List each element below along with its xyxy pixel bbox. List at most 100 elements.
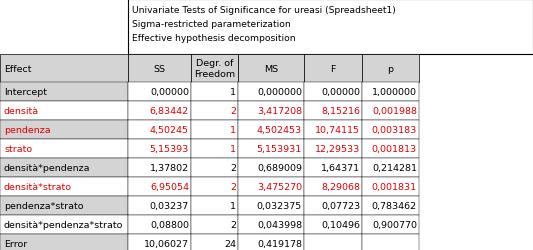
Bar (362, 83, 419, 102)
Text: 0,001831: 0,001831 (372, 182, 417, 191)
Bar (362, 196, 419, 215)
Bar (362, 158, 419, 177)
Text: 0,043998: 0,043998 (257, 220, 302, 229)
Bar (0, 102, 128, 120)
Text: 6,83442: 6,83442 (150, 106, 189, 116)
Bar (362, 177, 419, 196)
Bar (362, 55, 419, 83)
Text: 1: 1 (230, 88, 236, 96)
Bar (191, 55, 238, 83)
Text: 0,689009: 0,689009 (257, 163, 302, 172)
Bar (362, 102, 419, 120)
Bar (304, 120, 362, 140)
Text: 10,74115: 10,74115 (315, 126, 360, 134)
Text: 5,15393: 5,15393 (150, 144, 189, 154)
Text: 0,000000: 0,000000 (257, 88, 302, 96)
Bar (128, 55, 191, 83)
Text: 0,00000: 0,00000 (150, 88, 189, 96)
Bar (128, 120, 191, 140)
Bar (238, 177, 304, 196)
Bar (362, 215, 419, 234)
Bar (0, 215, 128, 234)
Text: 8,15216: 8,15216 (321, 106, 360, 116)
Bar (128, 83, 191, 102)
Bar (304, 215, 362, 234)
Bar (191, 120, 238, 140)
Text: 0,00000: 0,00000 (321, 88, 360, 96)
Bar (191, 177, 238, 196)
Bar (191, 158, 238, 177)
Text: Effect: Effect (4, 64, 31, 73)
Text: 2: 2 (230, 182, 236, 191)
Bar (0, 55, 128, 83)
Bar (128, 234, 191, 250)
Bar (238, 196, 304, 215)
Text: SS: SS (154, 64, 166, 73)
Text: 3,417208: 3,417208 (257, 106, 302, 116)
Bar (128, 215, 191, 234)
Bar (238, 55, 304, 83)
Text: densità*strato: densità*strato (4, 182, 72, 191)
Bar (304, 102, 362, 120)
Bar (238, 215, 304, 234)
Text: 4,50245: 4,50245 (150, 126, 189, 134)
Text: densità*pendenza: densità*pendenza (4, 163, 91, 172)
Text: Effective hypothesis decomposition: Effective hypothesis decomposition (132, 34, 296, 43)
Bar (0, 196, 128, 215)
Bar (128, 140, 191, 158)
Text: densità: densità (4, 106, 39, 116)
Text: 0,07723: 0,07723 (321, 201, 360, 210)
Bar (191, 102, 238, 120)
Text: 2: 2 (230, 163, 236, 172)
Bar (191, 196, 238, 215)
Text: 0,003183: 0,003183 (372, 126, 417, 134)
Bar (362, 140, 419, 158)
Text: 24: 24 (224, 239, 236, 248)
Text: 0,10496: 0,10496 (321, 220, 360, 229)
Bar (304, 234, 362, 250)
Bar (128, 158, 191, 177)
Bar (362, 120, 419, 140)
Text: 0,08800: 0,08800 (150, 220, 189, 229)
Text: 5,153931: 5,153931 (257, 144, 302, 154)
Text: 3,475270: 3,475270 (257, 182, 302, 191)
Text: Intercept: Intercept (4, 88, 47, 96)
Bar (128, 0, 533, 55)
Text: p: p (387, 64, 393, 73)
Text: 2: 2 (230, 220, 236, 229)
Text: densità*pendenza*strato: densità*pendenza*strato (4, 220, 123, 229)
Bar (128, 177, 191, 196)
Text: 2: 2 (230, 106, 236, 116)
Text: 1: 1 (230, 126, 236, 134)
Text: Degr. of
Freedom: Degr. of Freedom (194, 59, 235, 78)
Bar (128, 196, 191, 215)
Bar (191, 215, 238, 234)
Text: 1: 1 (230, 144, 236, 154)
Bar (0, 158, 128, 177)
Text: F: F (330, 64, 336, 73)
Bar (238, 140, 304, 158)
Bar (128, 102, 191, 120)
Text: 0,03237: 0,03237 (150, 201, 189, 210)
Text: Sigma-restricted parameterization: Sigma-restricted parameterization (132, 20, 290, 29)
Bar (0, 177, 128, 196)
Text: 1: 1 (230, 201, 236, 210)
Text: 6,95054: 6,95054 (150, 182, 189, 191)
Text: 1,000000: 1,000000 (372, 88, 417, 96)
Bar (0, 120, 128, 140)
Text: 12,29533: 12,29533 (315, 144, 360, 154)
Bar (238, 120, 304, 140)
Text: 10,06027: 10,06027 (144, 239, 189, 248)
Text: 0,001988: 0,001988 (372, 106, 417, 116)
Text: 1,37802: 1,37802 (150, 163, 189, 172)
Bar (304, 196, 362, 215)
Bar (238, 102, 304, 120)
Bar (238, 158, 304, 177)
Text: pendenza*strato: pendenza*strato (4, 201, 84, 210)
Bar (0, 140, 128, 158)
Text: 0,419178: 0,419178 (257, 239, 302, 248)
Bar (304, 55, 362, 83)
Text: 8,29068: 8,29068 (321, 182, 360, 191)
Text: Univariate Tests of Significance for ureasi (Spreadsheet1): Univariate Tests of Significance for ure… (132, 6, 395, 15)
Text: 1,64371: 1,64371 (321, 163, 360, 172)
